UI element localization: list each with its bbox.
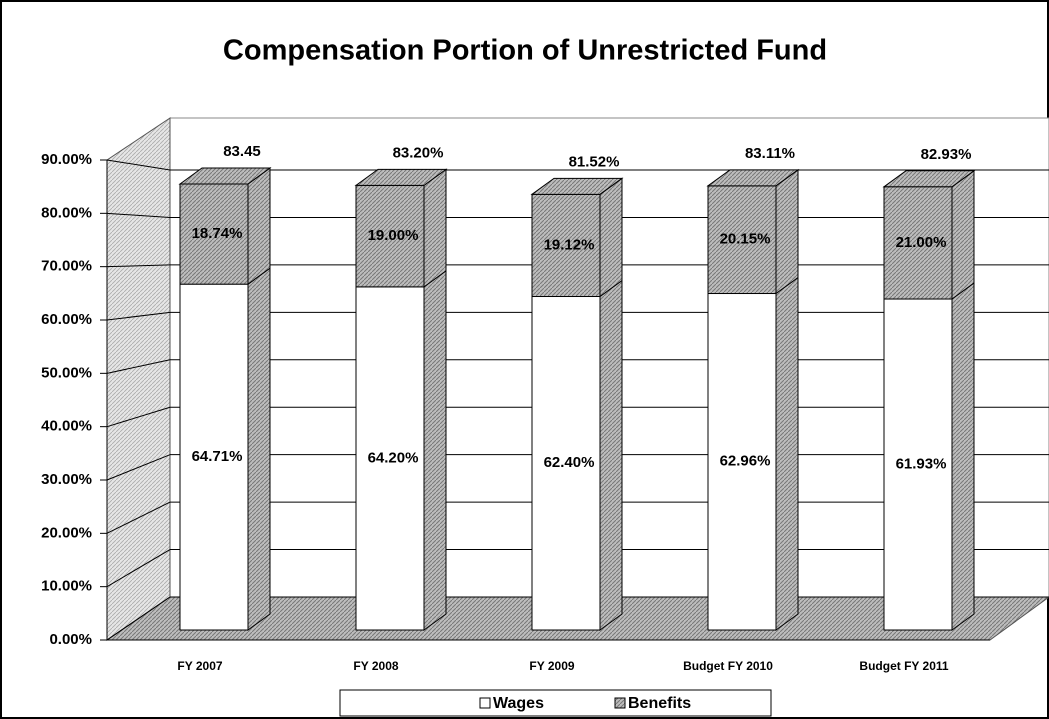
grid-line-side — [106, 159, 171, 171]
total-label: 81.52% — [569, 153, 620, 170]
bar-side — [423, 168, 447, 288]
y-tick-label: 90.00% — [41, 151, 92, 168]
y-tick-label: 30.00% — [41, 471, 92, 488]
grid-line-side — [106, 264, 171, 268]
total-label: 83.11% — [745, 145, 795, 162]
data-label: 62.96% — [720, 453, 771, 470]
bar-segment — [531, 296, 601, 631]
bar-side — [599, 177, 623, 298]
legend-swatch — [479, 697, 491, 709]
total-label: 82.93% — [921, 146, 972, 163]
grid-line-side — [106, 596, 171, 641]
grid-line-side — [106, 359, 171, 374]
x-tick-label: FY 2009 — [529, 659, 574, 673]
grid-line-side — [106, 549, 171, 588]
bar-segment — [883, 298, 953, 631]
bar-side — [247, 167, 271, 286]
y-tick-label: 80.00% — [41, 204, 92, 221]
bar-top — [882, 170, 976, 188]
bar-segment — [531, 193, 601, 298]
bar-segment — [179, 183, 249, 285]
bar-side — [599, 279, 623, 631]
x-tick-label: Budget FY 2010 — [683, 659, 773, 673]
total-label: 83.20% — [393, 144, 444, 161]
bar-segment — [883, 186, 953, 300]
grid-line-side — [106, 501, 171, 534]
y-tick-label: 0.00% — [49, 631, 92, 648]
bar-segment — [707, 185, 777, 295]
legend-label: Wages — [493, 695, 544, 712]
total-label: 83.45 — [223, 143, 261, 160]
data-label: 20.15% — [720, 231, 771, 248]
bar-side — [775, 276, 799, 631]
bar-side — [951, 169, 975, 301]
data-label: 19.00% — [368, 227, 419, 244]
legend-box — [339, 689, 772, 717]
bar-side — [423, 269, 447, 631]
data-label: 62.40% — [544, 454, 595, 471]
bar-side — [951, 282, 975, 631]
y-tick-label: 20.00% — [41, 524, 92, 541]
y-tick-label: 60.00% — [41, 311, 92, 328]
x-tick-label: FY 2007 — [177, 659, 222, 673]
bar-segment — [707, 293, 777, 631]
y-tick-label: 40.00% — [41, 418, 92, 435]
bar-top — [178, 167, 272, 185]
bar-top — [354, 168, 448, 186]
y-tick-label: 50.00% — [41, 364, 92, 381]
data-label: 18.74% — [192, 225, 243, 242]
bar-top — [706, 169, 800, 187]
data-label: 64.71% — [192, 448, 243, 465]
data-label: 64.20% — [368, 449, 419, 466]
grid-line-side — [106, 311, 171, 321]
bar-side — [775, 168, 799, 295]
legend: Wages Benefits — [339, 689, 772, 717]
data-label: 19.12% — [544, 236, 595, 253]
x-tick-label: FY 2008 — [353, 659, 398, 673]
grid-line-side — [106, 454, 171, 481]
data-label: 21.00% — [896, 234, 947, 251]
data-label: 61.93% — [896, 455, 947, 472]
bar-side — [247, 267, 271, 631]
bar-top — [530, 177, 624, 195]
side-wall — [106, 117, 171, 641]
legend-swatch — [614, 697, 626, 709]
legend-label: Benefits — [628, 695, 691, 712]
y-tick-label: 10.00% — [41, 578, 92, 595]
grid-line-side — [106, 212, 171, 218]
chart-title: Compensation Portion of Unrestricted Fun… — [223, 35, 827, 67]
grid-line-side — [106, 406, 171, 428]
y-tick-label: 70.00% — [41, 258, 92, 275]
x-tick-label: Budget FY 2011 — [859, 659, 948, 673]
